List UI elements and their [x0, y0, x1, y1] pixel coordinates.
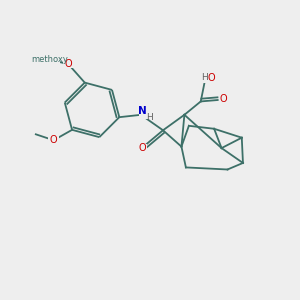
Text: O: O: [50, 135, 58, 145]
Text: O: O: [64, 59, 72, 69]
Bar: [40, 56, 60, 64]
Text: O: O: [138, 143, 146, 153]
Bar: [48, 136, 59, 144]
Bar: [139, 110, 152, 119]
Text: methoxy: methoxy: [32, 55, 68, 64]
Bar: [63, 60, 74, 68]
Bar: [138, 144, 147, 152]
Bar: [201, 74, 219, 83]
Text: N: N: [138, 106, 147, 116]
Text: O: O: [219, 94, 227, 104]
Text: O: O: [207, 73, 215, 83]
Bar: [219, 95, 227, 103]
Text: H: H: [146, 113, 152, 122]
Text: H: H: [201, 73, 208, 82]
